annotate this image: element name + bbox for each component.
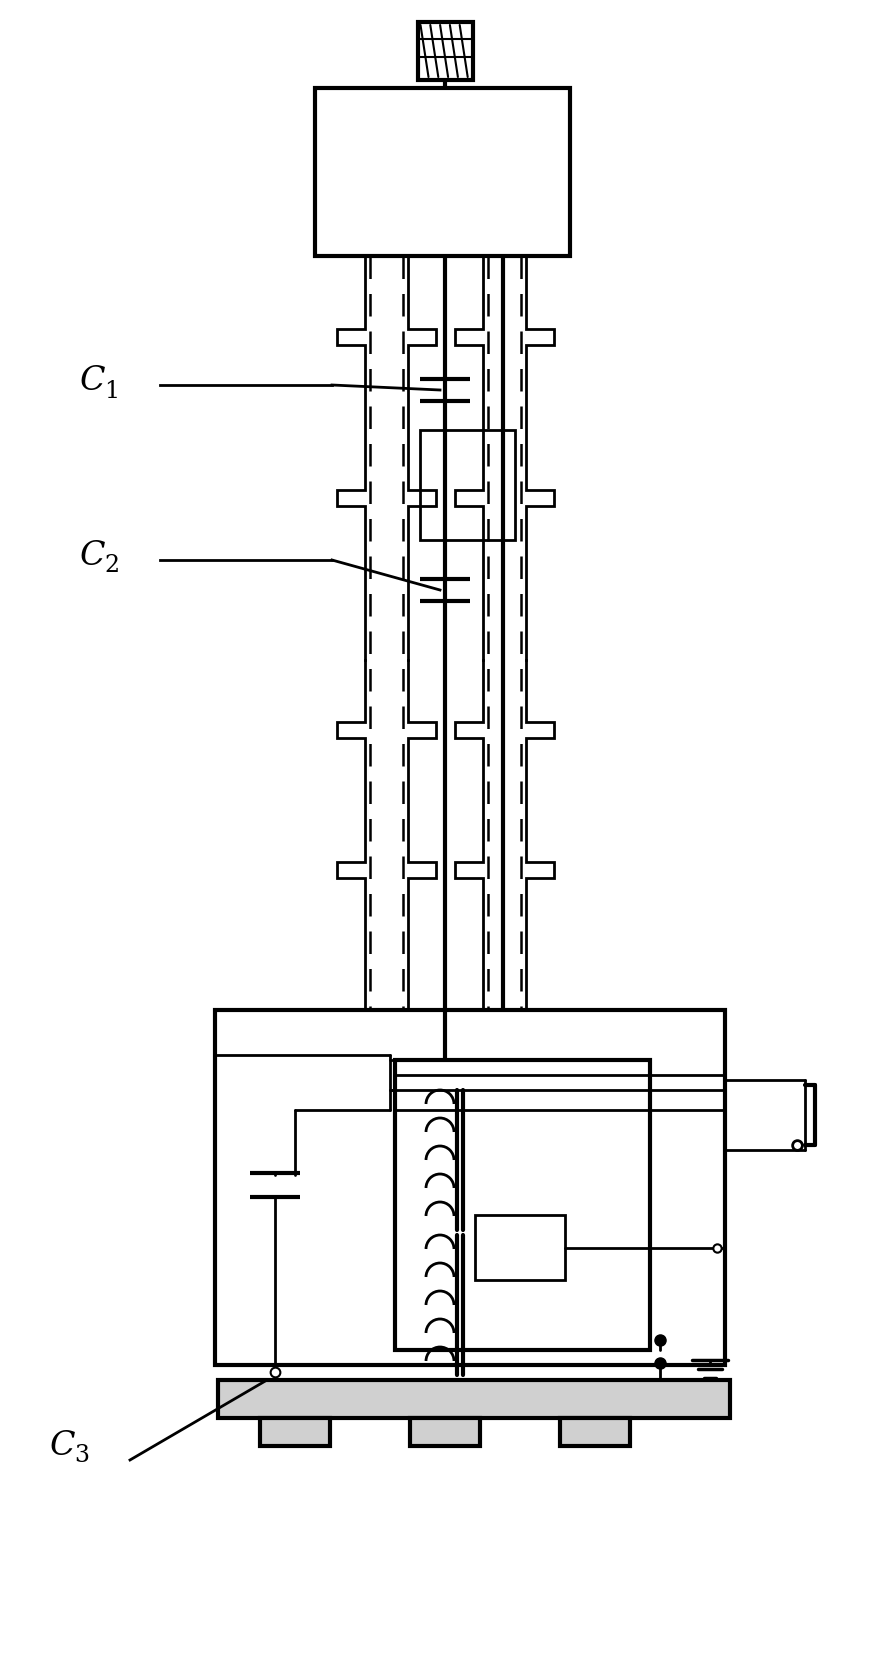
Text: C: C (80, 541, 105, 572)
Bar (260, 1418, 330, 1446)
Bar (560, 1418, 630, 1446)
Bar (418, 22, 473, 80)
Text: 2: 2 (104, 554, 119, 577)
Text: C: C (50, 1429, 75, 1463)
Bar (215, 1010, 725, 1364)
Bar (218, 1379, 730, 1418)
Text: C: C (80, 364, 105, 398)
Bar (420, 429, 515, 541)
Text: 1: 1 (104, 379, 119, 403)
Bar (395, 1060, 650, 1350)
Text: 3: 3 (74, 1444, 89, 1468)
Bar (410, 1418, 480, 1446)
Bar (315, 88, 570, 256)
Bar (475, 1215, 565, 1280)
